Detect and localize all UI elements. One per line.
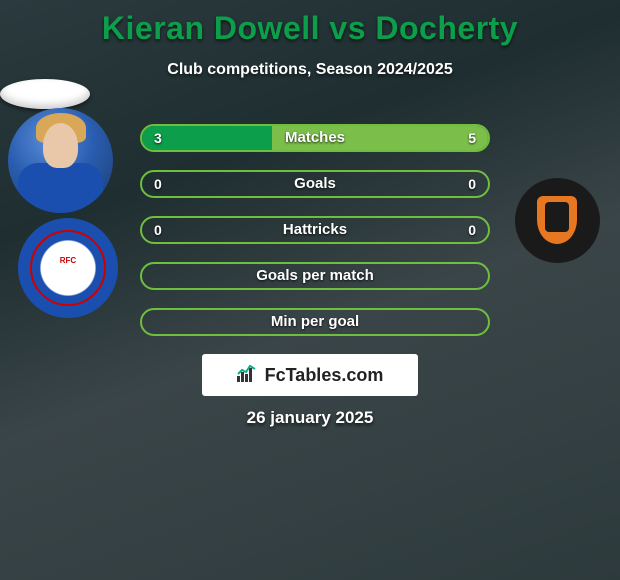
date-label: 26 january 2025 <box>0 408 620 428</box>
subtitle: Club competitions, Season 2024/2025 <box>0 61 620 79</box>
stat-label: Matches <box>142 126 488 150</box>
brand-text: FcTables.com <box>265 365 384 386</box>
stats-list: 35Matches 00Goals 00Hattricks Goals per mat… <box>140 124 490 354</box>
player1-club-badge: RFC <box>18 218 118 318</box>
stat-label: Goals <box>142 172 488 196</box>
stat-row: 00Goals <box>140 170 490 198</box>
stat-label: Goals per match <box>142 264 488 288</box>
comparison-card: Kieran Dowell vs Docherty Club competiti… <box>0 0 620 580</box>
stat-row: Min per goal <box>140 308 490 336</box>
brand-icon <box>237 364 259 387</box>
stat-row: 00Hattricks <box>140 216 490 244</box>
stat-label: Min per goal <box>142 310 488 334</box>
player2-photo <box>0 79 90 109</box>
page-title: Kieran Dowell vs Docherty <box>0 0 620 47</box>
player1-photo <box>8 108 113 213</box>
stat-row: Goals per match <box>140 262 490 290</box>
stat-label: Hattricks <box>142 218 488 242</box>
brand-box: FcTables.com <box>202 354 418 396</box>
player2-club-badge <box>515 178 600 263</box>
stat-row: 35Matches <box>140 124 490 152</box>
